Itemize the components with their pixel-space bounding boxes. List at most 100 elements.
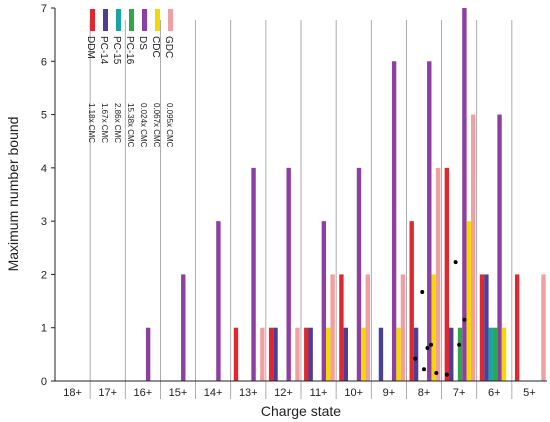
marker-point [444,372,449,377]
marker-point [429,342,434,347]
bar-ddm-12plus [268,327,274,381]
bar-ds-11plus [321,221,327,381]
legend-label-pc-16: PC-16 [124,36,135,65]
x-ticks: 18+ 17+ 16+ 15+ 14+ 13+ 12+ 11+ 10+ 9+ 8+ 7+ 6+ 5+ [63,387,535,399]
x-tick-label: 16+ [134,387,153,399]
bar-ddm-8plus [409,221,414,381]
x-tick-label: 10+ [344,387,363,399]
bar-ds-9plus [391,61,397,382]
y-tick-label: 6 [41,56,47,68]
bar-cdc-6plus [501,327,507,381]
marker-point [457,342,462,347]
legend-swatch-pc-16 [129,9,134,31]
bar-ds-13plus [251,167,256,381]
legend-swatch-cdc [155,9,160,31]
legend-swatch-ddm [90,9,95,31]
legend: DDM 1.18x CMC PC-14 1.67x CMC PC-15 2.86x CMC… [85,9,174,148]
x-tick-label: 13+ [239,387,258,399]
bar-ds-7plus [462,8,467,381]
bar-cdc-11plus [326,327,331,381]
y-tick-label: 5 [41,110,47,122]
legend-swatch-pc-15 [116,9,121,31]
bar-gdc-8plus [435,167,441,381]
marker-point [462,317,467,322]
x-tick-label: 11+ [310,387,328,399]
bar-cdc-8plus [431,274,436,381]
bar-cdc-9plus [396,327,401,381]
bar-pc-14-7plus [449,327,454,381]
legend-label-ds: DS [137,36,148,50]
legend-label-pc-15: PC-15 [111,36,122,65]
bar-pc-15-6plus [488,327,493,381]
x-tick-label: 9+ [383,387,396,399]
markers [413,260,467,377]
legend-label-pc-14: PC-14 [98,36,109,65]
marker-point [422,367,426,372]
marker-point [434,371,439,376]
legend-cmc-ddm: 1.18x CMC [87,103,96,143]
bar-ddm-7plus [444,167,450,381]
bar-pc-14-6plus [484,274,489,381]
legend-swatch-gdc [168,9,173,31]
x-tick-label: 15+ [169,387,188,399]
y-tick-label: 3 [41,216,47,228]
legend-cmc-pc-14: 1.67x CMC [100,103,109,143]
x-tick-label: 7+ [453,387,466,399]
y-tick-label: 4 [41,163,47,175]
bar-ds-6plus [497,114,502,382]
grid-lines [89,20,513,399]
legend-cmc-ds: 0.024x CMC [139,103,148,148]
bar-cdc-7plus [466,221,472,381]
x-tick-label: 17+ [98,387,117,399]
legend-label-cdc: CDC [150,36,161,58]
bar-gdc-11plus [330,274,335,381]
marker-point [420,290,425,295]
bar-ddm-5plus [514,274,520,381]
legend-label-gdc: GDC [163,36,174,58]
y-tick-label: 7 [41,3,47,15]
axes [54,8,547,382]
bar-ds-16plus [145,327,151,381]
legend-cmc-pc-16: 15.38x CMC [126,103,135,148]
bar-ds-12plus [286,167,291,381]
bar-ddm-13plus [233,327,239,381]
y-ticks: 0 1 2 3 4 5 6 7 [41,3,55,388]
bar-pc-14-8plus [413,327,419,381]
bar-pc-14-9plus [378,327,384,381]
marker-point [453,260,458,265]
legend-cmc-cdc: 0.067x CMC [152,103,161,148]
y-tick-label: 1 [41,323,47,335]
bar-ddm-6plus [479,274,485,381]
bar-gdc-12plus [295,327,300,381]
bar-gdc-13plus [260,327,265,381]
legend-swatch-ds [142,9,147,31]
bar-pc-14-11plus [308,327,313,381]
x-tick-label: 18+ [63,387,82,399]
bar-gdc-10plus [365,274,370,381]
bars [145,8,546,382]
y-axis-title: Maximum number bound [5,117,21,272]
y-tick-label: 0 [41,376,47,388]
bar-ds-8plus [427,61,432,382]
x-tick-label: 5+ [523,387,536,399]
bar-pc-16-7plus [457,327,463,381]
bar-gdc-5plus [541,274,546,381]
bar-ddm-11plus [304,327,309,381]
bar-cdc-10plus [361,327,366,381]
bar-gdc-9plus [400,274,406,381]
x-tick-label: 12+ [274,387,293,399]
bar-gdc-7plus [471,114,476,382]
bar-ddm-10plus [339,274,344,381]
bar-pc-14-10plus [343,327,349,381]
bar-pc-14-12plus [273,327,278,381]
legend-swatch-pc-14 [103,9,108,31]
bar-pc-16-6plus [492,327,498,381]
x-tick-label: 6+ [488,387,501,399]
y-tick-label: 2 [41,269,47,281]
bar-ds-15plus [181,274,186,381]
legend-label-ddm: DDM [85,36,96,59]
legend-cmc-pc-15: 2.86x CMC [113,103,122,143]
x-tick-label: 14+ [204,387,223,399]
bar-ds-14plus [216,221,221,381]
